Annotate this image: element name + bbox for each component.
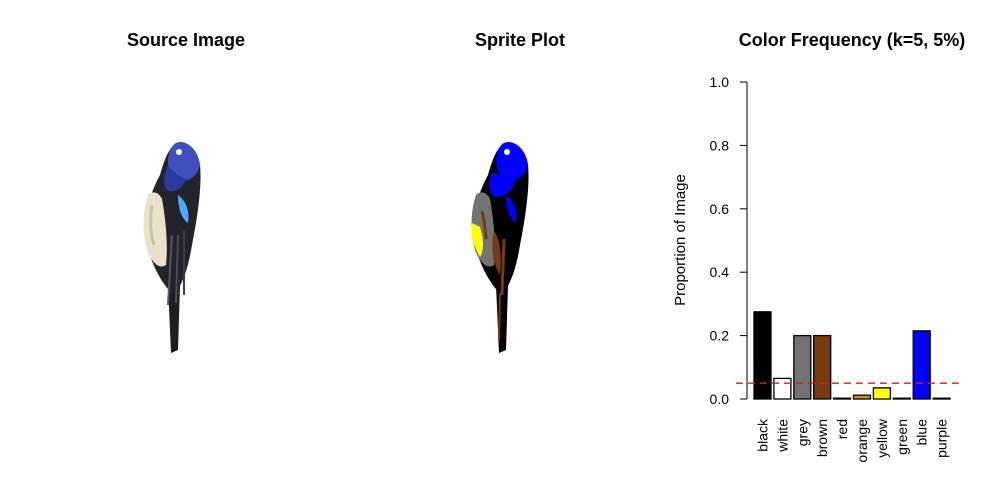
- y-axis-label: Proportion of Image: [672, 174, 689, 306]
- x-tick-label-blue: blue: [914, 419, 930, 446]
- y-tick-label: 0.6: [710, 201, 730, 217]
- sprite-bird-image: [471, 142, 529, 353]
- source-bird-image: [143, 142, 201, 353]
- sprite-plot-title: Sprite Plot: [474, 30, 565, 50]
- source-image-title: Source Image: [126, 30, 246, 50]
- x-tick-label-grey: grey: [794, 419, 810, 446]
- color-frequency-title: Color Frequency (k=5, 5%): [738, 30, 966, 50]
- y-tick-label: 0.4: [710, 264, 730, 280]
- x-tick-label-red: red: [834, 419, 850, 439]
- x-tick-label-purple: purple: [934, 419, 950, 458]
- bar-red: [832, 397, 852, 400]
- color-frequency-chart: Proportion of Image 0.0 0.2 0.4 0.6 0.8 1.0 b…: [672, 74, 960, 463]
- x-tick-label-green: green: [894, 419, 910, 455]
- y-tick-label: 0.0: [710, 391, 730, 407]
- bar-white: [773, 377, 792, 400]
- x-tick-label-yellow: yellow: [874, 418, 890, 458]
- bar-blue: [912, 330, 931, 400]
- bar-green: [892, 397, 911, 400]
- x-tick-labels: black white grey brown red orange yellow green b…: [755, 418, 950, 463]
- bar-orange: [852, 394, 872, 400]
- bar-grey: [793, 334, 812, 400]
- x-tick-label-orange: orange: [854, 419, 870, 463]
- bar-yellow: [872, 387, 892, 400]
- x-tick-label-brown: brown: [814, 419, 830, 457]
- y-tick-label: 1.0: [710, 74, 730, 90]
- x-tick-label-white: white: [774, 419, 790, 453]
- bar-black: [753, 311, 772, 400]
- y-tick-label: 0.2: [710, 328, 730, 344]
- y-tick-label: 0.8: [710, 137, 730, 153]
- bar-purple: [932, 397, 951, 400]
- bars-group: [753, 311, 951, 400]
- y-axis: 0.0 0.2 0.4 0.6 0.8 1.0: [710, 74, 748, 407]
- bar-brown: [813, 334, 832, 400]
- x-tick-label-black: black: [755, 418, 771, 452]
